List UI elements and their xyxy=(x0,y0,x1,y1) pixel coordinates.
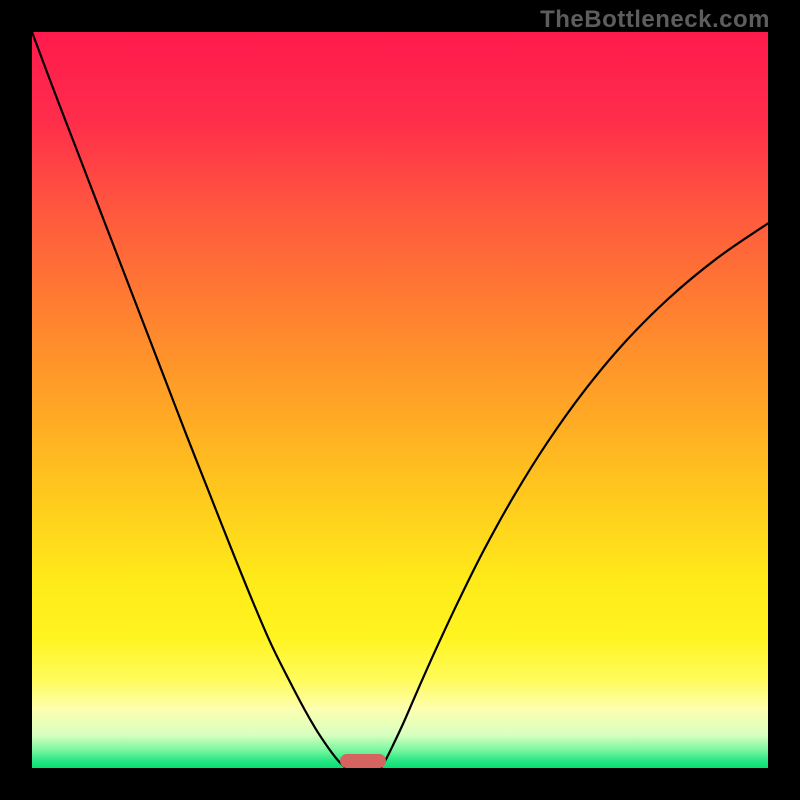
watermark-text: TheBottleneck.com xyxy=(540,6,770,34)
bottleneck-marker xyxy=(340,754,386,768)
plot-background xyxy=(32,32,768,768)
chart-root: TheBottleneck.com xyxy=(0,0,800,800)
